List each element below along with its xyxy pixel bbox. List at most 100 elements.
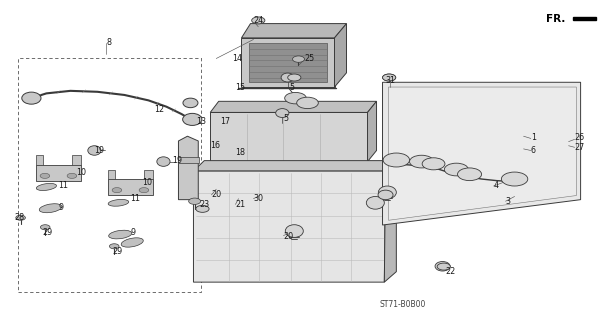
Text: 29: 29 [42, 228, 52, 237]
Text: 18: 18 [236, 148, 245, 156]
Circle shape [285, 92, 306, 104]
Circle shape [40, 225, 50, 230]
Polygon shape [367, 101, 376, 162]
Bar [18, 59, 201, 292]
Text: 17: 17 [221, 117, 230, 126]
Text: 23: 23 [200, 200, 210, 209]
Ellipse shape [523, 177, 535, 181]
Circle shape [484, 137, 491, 140]
Circle shape [40, 173, 49, 178]
Polygon shape [178, 136, 198, 200]
Circle shape [383, 153, 409, 167]
Ellipse shape [233, 185, 258, 268]
Text: 15: 15 [236, 83, 245, 92]
Text: 3: 3 [505, 197, 511, 206]
Polygon shape [108, 179, 153, 195]
Circle shape [109, 244, 119, 249]
Text: 1: 1 [531, 133, 536, 142]
Ellipse shape [276, 108, 289, 117]
Text: 12: 12 [154, 105, 165, 114]
Ellipse shape [318, 185, 343, 268]
Text: 5: 5 [283, 114, 289, 123]
Polygon shape [210, 101, 376, 112]
Circle shape [437, 263, 450, 270]
Ellipse shape [39, 204, 62, 213]
Text: 25: 25 [305, 54, 315, 63]
Text: 9: 9 [58, 203, 63, 212]
Circle shape [501, 172, 528, 186]
Polygon shape [36, 165, 81, 180]
Ellipse shape [531, 134, 558, 148]
Circle shape [463, 133, 470, 137]
Text: 14: 14 [233, 54, 242, 63]
Polygon shape [388, 87, 576, 220]
Text: FR.: FR. [546, 14, 566, 24]
Ellipse shape [367, 196, 384, 209]
Text: 10: 10 [142, 178, 153, 187]
Ellipse shape [109, 230, 132, 239]
Circle shape [444, 163, 469, 176]
Ellipse shape [121, 238, 144, 247]
Circle shape [67, 173, 77, 178]
Text: 6: 6 [531, 146, 536, 155]
Polygon shape [178, 157, 200, 163]
Ellipse shape [183, 98, 198, 108]
Text: 27: 27 [575, 143, 585, 152]
Polygon shape [241, 38, 335, 87]
Text: 21: 21 [236, 200, 245, 209]
Circle shape [292, 56, 305, 62]
Polygon shape [72, 155, 81, 165]
Text: 13: 13 [197, 117, 206, 126]
Circle shape [112, 188, 122, 193]
Text: 22: 22 [446, 267, 456, 276]
Polygon shape [573, 17, 596, 20]
Text: 10: 10 [77, 168, 86, 177]
Ellipse shape [400, 106, 437, 125]
Text: 30: 30 [253, 194, 264, 203]
Text: 20: 20 [283, 232, 294, 241]
Circle shape [297, 97, 318, 108]
Polygon shape [144, 170, 153, 179]
Ellipse shape [536, 137, 553, 145]
Polygon shape [248, 43, 327, 82]
Ellipse shape [437, 118, 466, 132]
Ellipse shape [406, 109, 431, 122]
Circle shape [409, 155, 434, 168]
Circle shape [251, 17, 265, 24]
Circle shape [382, 74, 396, 81]
FancyBboxPatch shape [497, 125, 529, 149]
Ellipse shape [260, 185, 286, 268]
Polygon shape [108, 170, 115, 179]
Text: 20: 20 [212, 190, 221, 199]
Text: 24: 24 [253, 16, 264, 25]
Text: 26: 26 [575, 133, 585, 142]
Polygon shape [36, 155, 43, 165]
Ellipse shape [88, 146, 101, 155]
Ellipse shape [22, 92, 41, 104]
Text: ST71-B0B00: ST71-B0B00 [379, 300, 426, 309]
Polygon shape [194, 171, 385, 282]
Ellipse shape [36, 183, 57, 190]
Circle shape [288, 74, 301, 81]
Text: 11: 11 [58, 181, 68, 190]
Ellipse shape [347, 185, 370, 268]
Ellipse shape [256, 124, 323, 150]
Text: 11: 11 [130, 194, 140, 203]
Ellipse shape [512, 177, 523, 181]
Text: 28: 28 [14, 212, 25, 222]
Circle shape [196, 205, 209, 212]
Text: 16: 16 [210, 141, 220, 150]
Ellipse shape [435, 261, 450, 271]
Polygon shape [384, 161, 396, 282]
Polygon shape [335, 24, 347, 87]
Circle shape [139, 188, 149, 193]
Polygon shape [382, 82, 581, 225]
Polygon shape [194, 161, 396, 171]
Circle shape [475, 134, 482, 138]
Ellipse shape [378, 186, 396, 199]
Ellipse shape [285, 225, 303, 237]
Text: 19: 19 [95, 146, 104, 155]
Ellipse shape [202, 182, 231, 271]
Ellipse shape [108, 199, 128, 206]
Text: 8: 8 [106, 38, 112, 47]
